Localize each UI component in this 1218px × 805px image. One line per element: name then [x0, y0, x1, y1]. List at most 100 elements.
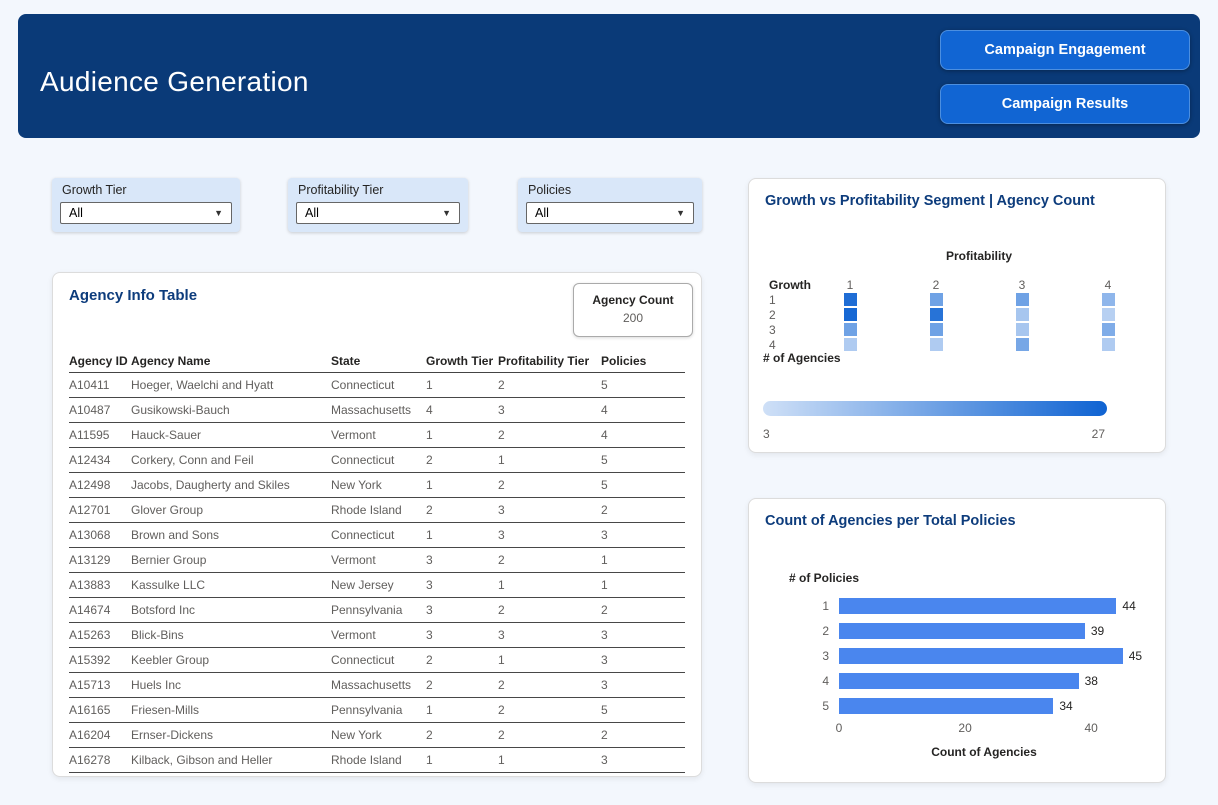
chevron-down-icon: ▼: [214, 208, 223, 218]
table-row[interactable]: A10487 Gusikowski-Bauch Massachusetts 4 3 4: [69, 398, 685, 423]
heatmap-cell-wrap: [979, 322, 1065, 337]
column-header-profitability-tier[interactable]: Profitability Tier: [498, 353, 590, 368]
table-row[interactable]: A16165 Friesen-Mills Pennsylvania 1 2 5: [69, 698, 685, 723]
heatmap-row-label: 2: [769, 307, 776, 322]
table-row[interactable]: A15263 Blick-Bins Vermont 3 3 3: [69, 623, 685, 648]
table-cell: Vermont: [331, 553, 376, 567]
table-row[interactable]: A15392 Keebler Group Connecticut 2 1 3: [69, 648, 685, 673]
table-row[interactable]: A16204 Ernser-Dickens New York 2 2 2: [69, 723, 685, 748]
bar-category-label: 3: [822, 648, 829, 663]
bar-value-label: 45: [1128, 648, 1143, 663]
filter-profitability-tier-label: Profitability Tier: [298, 183, 384, 197]
heatmap-cell-wrap: [979, 292, 1065, 307]
table-cell: Kilback, Gibson and Heller: [131, 753, 273, 767]
column-header-growth-tier[interactable]: Growth Tier: [426, 353, 494, 368]
bar-chart-title: Count of Agencies per Total Policies: [765, 513, 1016, 529]
page-title: Audience Generation: [40, 66, 309, 97]
bar-category-label: 4: [822, 673, 829, 688]
column-header-state[interactable]: State: [331, 353, 361, 368]
table-cell: A13883: [69, 578, 111, 592]
agency-count-label: Agency Count: [592, 293, 674, 307]
heatmap-grid: Growth 1 2 3 4 1 2 3 4: [761, 277, 1151, 352]
heatmap-cell[interactable]: [843, 323, 857, 336]
heatmap-row-label: 4: [769, 337, 776, 352]
table-cell: Keebler Group: [131, 653, 210, 667]
x-axis-tick: 40: [1084, 721, 1098, 735]
table-cell: 3: [601, 528, 608, 542]
filter-policies-label: Policies: [528, 183, 572, 197]
heatmap-cell[interactable]: [1101, 338, 1115, 351]
heatmap-cell[interactable]: [1101, 308, 1115, 321]
table-cell: 2: [498, 728, 505, 742]
bar-track: 38: [839, 672, 1129, 689]
campaign-engagement-button[interactable]: Campaign Engagement: [940, 30, 1190, 70]
table-row[interactable]: A12498 Jacobs, Daugherty and Skiles New Yo…: [69, 473, 685, 498]
heatmap-cell[interactable]: [929, 308, 943, 321]
table-row[interactable]: A14674 Botsford Inc Pennsylvania 3 2 2: [69, 598, 685, 623]
table-row[interactable]: A12434 Corkery, Conn and Feil Connecticut 2…: [69, 448, 685, 473]
table-row[interactable]: A16278 Kilback, Gibson and Heller Rhode Is…: [69, 748, 685, 773]
x-axis-tick: 0: [835, 721, 843, 735]
table-row[interactable]: A10411 Hoeger, Waelchi and Hyatt Connectic…: [69, 373, 685, 398]
table-cell: 2: [498, 678, 505, 692]
column-header-policies[interactable]: Policies: [601, 353, 647, 368]
table-cell: 2: [426, 678, 433, 692]
table-cell: Pennsylvania: [331, 603, 403, 617]
heatmap-cell-wrap: [893, 337, 979, 352]
heatmap-legend-label: # of Agencies: [763, 351, 841, 365]
heatmap-cell-wrap: [893, 292, 979, 307]
table-cell: 1: [426, 428, 433, 442]
table-cell: 2: [601, 503, 608, 517]
table-cell: 1: [426, 753, 433, 767]
table-row[interactable]: A12701 Glover Group Rhode Island 2 3 2: [69, 498, 685, 523]
table-cell: Connecticut: [331, 378, 395, 392]
agency-table-title: Agency Info Table: [69, 287, 198, 304]
table-cell: A15713: [69, 678, 111, 692]
profitability-tier-dropdown[interactable]: All ▼: [296, 202, 460, 224]
bar[interactable]: [839, 622, 1085, 639]
heatmap-cell[interactable]: [929, 293, 943, 306]
filter-policies: Policies All ▼: [518, 178, 702, 232]
table-row[interactable]: A13068 Brown and Sons Connecticut 1 3 3: [69, 523, 685, 548]
bar[interactable]: [839, 672, 1079, 689]
bar[interactable]: [839, 597, 1117, 614]
table-cell: Kassulke LLC: [131, 578, 206, 592]
filter-growth-tier: Growth Tier All ▼: [52, 178, 240, 232]
table-row[interactable]: A15713 Huels Inc Massachusetts 2 2 3: [69, 673, 685, 698]
heatmap-cell[interactable]: [843, 338, 857, 351]
bar-category-label: 1: [822, 598, 829, 613]
heatmap-cell[interactable]: [1015, 338, 1029, 351]
bar[interactable]: [839, 697, 1054, 714]
heatmap-cell[interactable]: [1015, 293, 1029, 306]
heatmap-cell[interactable]: [1101, 323, 1115, 336]
heatmap-cell[interactable]: [843, 308, 857, 321]
table-cell: 1: [498, 653, 505, 667]
heatmap-cell[interactable]: [1015, 323, 1029, 336]
heatmap-cell[interactable]: [1015, 308, 1029, 321]
column-header-agency-name[interactable]: Agency Name: [131, 353, 211, 368]
table-cell: 1: [498, 453, 505, 467]
heatmap-cell-wrap: [979, 337, 1065, 352]
column-header-agency-id[interactable]: Agency ID: [69, 353, 128, 368]
bar[interactable]: [839, 647, 1123, 664]
heatmap-cell-wrap: [893, 322, 979, 337]
heatmap-legend-max: 27: [1091, 427, 1105, 441]
heatmap-cell[interactable]: [1101, 293, 1115, 306]
policies-dropdown[interactable]: All ▼: [526, 202, 694, 224]
campaign-results-button[interactable]: Campaign Results: [940, 84, 1190, 124]
heatmap-cell[interactable]: [929, 338, 943, 351]
table-row[interactable]: A13129 Bernier Group Vermont 3 2 1: [69, 548, 685, 573]
heatmap-cell-wrap: [893, 307, 979, 322]
table-row[interactable]: A11595 Hauck-Sauer Vermont 1 2 4: [69, 423, 685, 448]
bar-x-axis: 0 20 40: [835, 721, 1129, 737]
heatmap-cell[interactable]: [843, 293, 857, 306]
table-row[interactable]: A13883 Kassulke LLC New Jersey 3 1 1: [69, 573, 685, 598]
agency-table-header: Agency ID Agency Name State Growth Tier Prof…: [69, 349, 685, 373]
heatmap-cell[interactable]: [929, 323, 943, 336]
table-cell: 3: [498, 403, 505, 417]
heatmap-legend-min: 3: [763, 427, 770, 441]
table-cell: A13068: [69, 528, 111, 542]
table-cell: 3: [601, 753, 608, 767]
growth-tier-dropdown[interactable]: All ▼: [60, 202, 232, 224]
